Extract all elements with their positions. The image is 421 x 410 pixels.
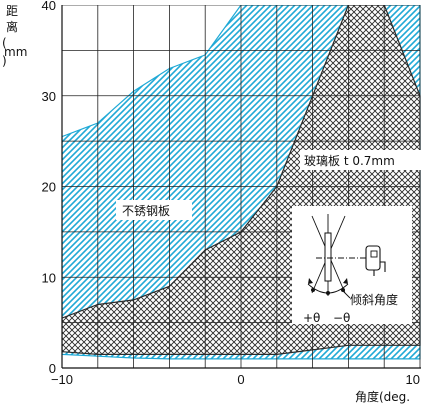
x-tick-label: −10 [51, 372, 73, 387]
y-axis-label-char-1: 距 [6, 4, 18, 18]
y-axis-label-char-2: 离 [6, 19, 18, 34]
glass-plate-icon [325, 233, 331, 281]
y-tick-label: 40 [42, 0, 56, 13]
y-tick-label: 30 [42, 89, 56, 104]
y-axis-label-char-4: mm [4, 45, 27, 59]
tilt-label: 倾斜角度 [350, 292, 398, 307]
tilt-inset: 倾斜角度 +θ −θ [292, 206, 412, 325]
steel-label: 不锈钢板 [122, 204, 170, 218]
glass-label: 玻璃板 t 0.7mm [304, 154, 395, 168]
x-axis-label: 角度(deg. [355, 389, 410, 404]
x-tick-label: 0 [237, 372, 244, 387]
y-tick-label: 20 [42, 180, 56, 195]
x-tick-label: 10 [406, 372, 420, 387]
minus-theta-label: −θ [333, 311, 350, 325]
tilt-dot-left [311, 288, 315, 292]
plus-theta-label: +θ [303, 311, 320, 325]
y-axis-label-char-5: ) [2, 54, 7, 68]
y-tick-label: 10 [42, 270, 56, 285]
tilt-dot-center [326, 291, 330, 295]
